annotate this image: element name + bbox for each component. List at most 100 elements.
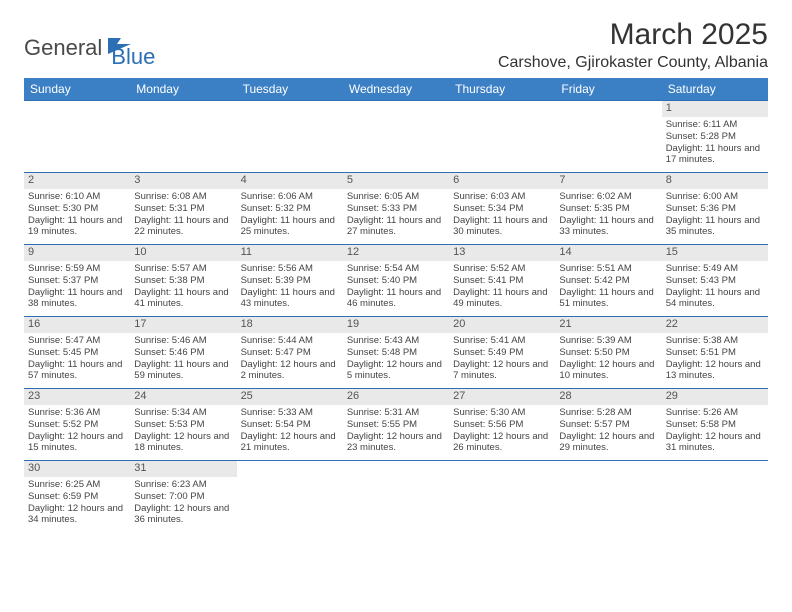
calendar-row: 23Sunrise: 5:36 AMSunset: 5:52 PMDayligh…	[24, 389, 768, 461]
calendar-cell: 12 Sunrise: 5:54 AMSunset: 5:40 PMDayligh…	[343, 245, 449, 317]
day-info: Sunrise: 6:11 AMSunset: 5:28 PMDaylight:…	[666, 119, 764, 167]
calendar-cell: 20Sunrise: 5:41 AMSunset: 5:49 PMDayligh…	[449, 317, 555, 389]
calendar-cell: 7 Sunrise: 6:02 AMSunset: 5:35 PMDaylight…	[555, 173, 661, 245]
calendar-cell: 14Sunrise: 5:51 AMSunset: 5:42 PMDayligh…	[555, 245, 661, 317]
day-number: 15	[662, 245, 768, 261]
calendar-cell	[555, 461, 661, 533]
day-number: 11	[237, 245, 343, 261]
day-info: Sunrise: 5:31 AMSunset: 5:55 PMDaylight:…	[347, 407, 445, 455]
title-block: March 2025 Carshove, Gjirokaster County,…	[498, 18, 768, 72]
day-info: Sunrise: 5:43 AMSunset: 5:48 PMDaylight:…	[347, 335, 445, 383]
day-info: Sunrise: 5:52 AMSunset: 5:41 PMDaylight:…	[453, 263, 551, 311]
calendar-row: 30 Sunrise: 6:25 AMSunset: 6:59 PMDayligh…	[24, 461, 768, 533]
day-info: Sunrise: 6:03 AMSunset: 5:34 PMDaylight:…	[453, 191, 551, 239]
calendar-cell: 18 Sunrise: 5:44 AMSunset: 5:47 PMDayligh…	[237, 317, 343, 389]
day-info: Sunrise: 5:33 AMSunset: 5:54 PMDaylight:…	[241, 407, 339, 455]
calendar-cell	[343, 101, 449, 173]
calendar-row: 1 Sunrise: 6:11 AMSunset: 5:28 PMDaylight…	[24, 101, 768, 173]
calendar-cell	[343, 461, 449, 533]
day-info: Sunrise: 5:47 AMSunset: 5:45 PMDaylight:…	[28, 335, 126, 383]
day-info: Sunrise: 5:30 AMSunset: 5:56 PMDaylight:…	[453, 407, 551, 455]
day-number: 14	[555, 245, 661, 261]
calendar-cell: 31 Sunrise: 6:23 AMSunset: 7:00 PMDayligh…	[130, 461, 236, 533]
calendar-cell: 11 Sunrise: 5:56 AMSunset: 5:39 PMDayligh…	[237, 245, 343, 317]
calendar-cell: 5Sunrise: 6:05 AMSunset: 5:33 PMDaylight…	[343, 173, 449, 245]
page-title: March 2025	[498, 18, 768, 52]
calendar-cell	[237, 101, 343, 173]
calendar-cell: 28 Sunrise: 5:28 AMSunset: 5:57 PMDayligh…	[555, 389, 661, 461]
calendar-cell: 27 Sunrise: 5:30 AMSunset: 5:56 PMDayligh…	[449, 389, 555, 461]
calendar-cell: 29 Sunrise: 5:26 AMSunset: 5:58 PMDayligh…	[662, 389, 768, 461]
calendar-cell	[130, 101, 236, 173]
day-info: Sunrise: 6:23 AMSunset: 7:00 PMDaylight:…	[134, 479, 232, 527]
logo-text-general: General	[24, 35, 102, 61]
day-number: 31	[130, 461, 236, 477]
calendar-row: 2 Sunrise: 6:10 AMSunset: 5:30 PMDaylight…	[24, 173, 768, 245]
weekday-header: Sunday	[24, 78, 130, 101]
calendar-cell	[24, 101, 130, 173]
calendar-cell: 10Sunrise: 5:57 AMSunset: 5:38 PMDayligh…	[130, 245, 236, 317]
day-info: Sunrise: 5:36 AMSunset: 5:52 PMDaylight:…	[28, 407, 126, 455]
day-number: 22	[662, 317, 768, 333]
header: General Blue March 2025 Carshove, Gjirok…	[24, 18, 768, 72]
calendar-cell: 22 Sunrise: 5:38 AMSunset: 5:51 PMDayligh…	[662, 317, 768, 389]
day-number: 25	[237, 389, 343, 405]
day-number: 24	[130, 389, 236, 405]
day-info: Sunrise: 6:25 AMSunset: 6:59 PMDaylight:…	[28, 479, 126, 527]
day-number: 16	[24, 317, 130, 333]
logo: General Blue	[24, 26, 155, 70]
calendar-cell: 24 Sunrise: 5:34 AMSunset: 5:53 PMDayligh…	[130, 389, 236, 461]
day-number: 20	[449, 317, 555, 333]
day-number: 1	[662, 101, 768, 117]
calendar-row: 16 Sunrise: 5:47 AMSunset: 5:45 PMDayligh…	[24, 317, 768, 389]
weekday-header: Friday	[555, 78, 661, 101]
calendar-cell: 19Sunrise: 5:43 AMSunset: 5:48 PMDayligh…	[343, 317, 449, 389]
day-info: Sunrise: 5:44 AMSunset: 5:47 PMDaylight:…	[241, 335, 339, 383]
day-info: Sunrise: 6:00 AMSunset: 5:36 PMDaylight:…	[666, 191, 764, 239]
calendar-row: 9 Sunrise: 5:59 AMSunset: 5:37 PMDaylight…	[24, 245, 768, 317]
day-number: 26	[343, 389, 449, 405]
day-number: 30	[24, 461, 130, 477]
day-info: Sunrise: 5:28 AMSunset: 5:57 PMDaylight:…	[559, 407, 657, 455]
logo-text-blue: Blue	[111, 44, 155, 70]
calendar-cell: 6Sunrise: 6:03 AMSunset: 5:34 PMDaylight…	[449, 173, 555, 245]
day-info: Sunrise: 6:02 AMSunset: 5:35 PMDaylight:…	[559, 191, 657, 239]
day-number: 27	[449, 389, 555, 405]
calendar-cell: 1 Sunrise: 6:11 AMSunset: 5:28 PMDaylight…	[662, 101, 768, 173]
calendar-cell	[237, 461, 343, 533]
day-info: Sunrise: 5:26 AMSunset: 5:58 PMDaylight:…	[666, 407, 764, 455]
day-info: Sunrise: 6:10 AMSunset: 5:30 PMDaylight:…	[28, 191, 126, 239]
day-number: 2	[24, 173, 130, 189]
day-info: Sunrise: 6:06 AMSunset: 5:32 PMDaylight:…	[241, 191, 339, 239]
calendar-cell: 9 Sunrise: 5:59 AMSunset: 5:37 PMDaylight…	[24, 245, 130, 317]
weekday-header: Tuesday	[237, 78, 343, 101]
calendar-cell: 21 Sunrise: 5:39 AMSunset: 5:50 PMDayligh…	[555, 317, 661, 389]
calendar-cell	[449, 461, 555, 533]
calendar-cell: 8Sunrise: 6:00 AMSunset: 5:36 PMDaylight…	[662, 173, 768, 245]
day-number: 12	[343, 245, 449, 261]
day-info: Sunrise: 5:38 AMSunset: 5:51 PMDaylight:…	[666, 335, 764, 383]
day-number: 28	[555, 389, 661, 405]
weekday-header: Thursday	[449, 78, 555, 101]
day-number: 9	[24, 245, 130, 261]
day-info: Sunrise: 5:54 AMSunset: 5:40 PMDaylight:…	[347, 263, 445, 311]
calendar-cell: 23Sunrise: 5:36 AMSunset: 5:52 PMDayligh…	[24, 389, 130, 461]
day-number: 7	[555, 173, 661, 189]
calendar-cell: 16 Sunrise: 5:47 AMSunset: 5:45 PMDayligh…	[24, 317, 130, 389]
day-number: 17	[130, 317, 236, 333]
calendar-cell: 25 Sunrise: 5:33 AMSunset: 5:54 PMDayligh…	[237, 389, 343, 461]
day-number: 18	[237, 317, 343, 333]
weekday-header: Saturday	[662, 78, 768, 101]
calendar-cell: 30 Sunrise: 6:25 AMSunset: 6:59 PMDayligh…	[24, 461, 130, 533]
calendar-cell: 15Sunrise: 5:49 AMSunset: 5:43 PMDayligh…	[662, 245, 768, 317]
day-info: Sunrise: 5:34 AMSunset: 5:53 PMDaylight:…	[134, 407, 232, 455]
day-number: 29	[662, 389, 768, 405]
day-number: 21	[555, 317, 661, 333]
day-info: Sunrise: 5:56 AMSunset: 5:39 PMDaylight:…	[241, 263, 339, 311]
day-info: Sunrise: 5:39 AMSunset: 5:50 PMDaylight:…	[559, 335, 657, 383]
calendar-cell: 3Sunrise: 6:08 AMSunset: 5:31 PMDaylight…	[130, 173, 236, 245]
calendar-cell	[449, 101, 555, 173]
calendar-cell: 13Sunrise: 5:52 AMSunset: 5:41 PMDayligh…	[449, 245, 555, 317]
day-info: Sunrise: 5:46 AMSunset: 5:46 PMDaylight:…	[134, 335, 232, 383]
day-info: Sunrise: 5:59 AMSunset: 5:37 PMDaylight:…	[28, 263, 126, 311]
